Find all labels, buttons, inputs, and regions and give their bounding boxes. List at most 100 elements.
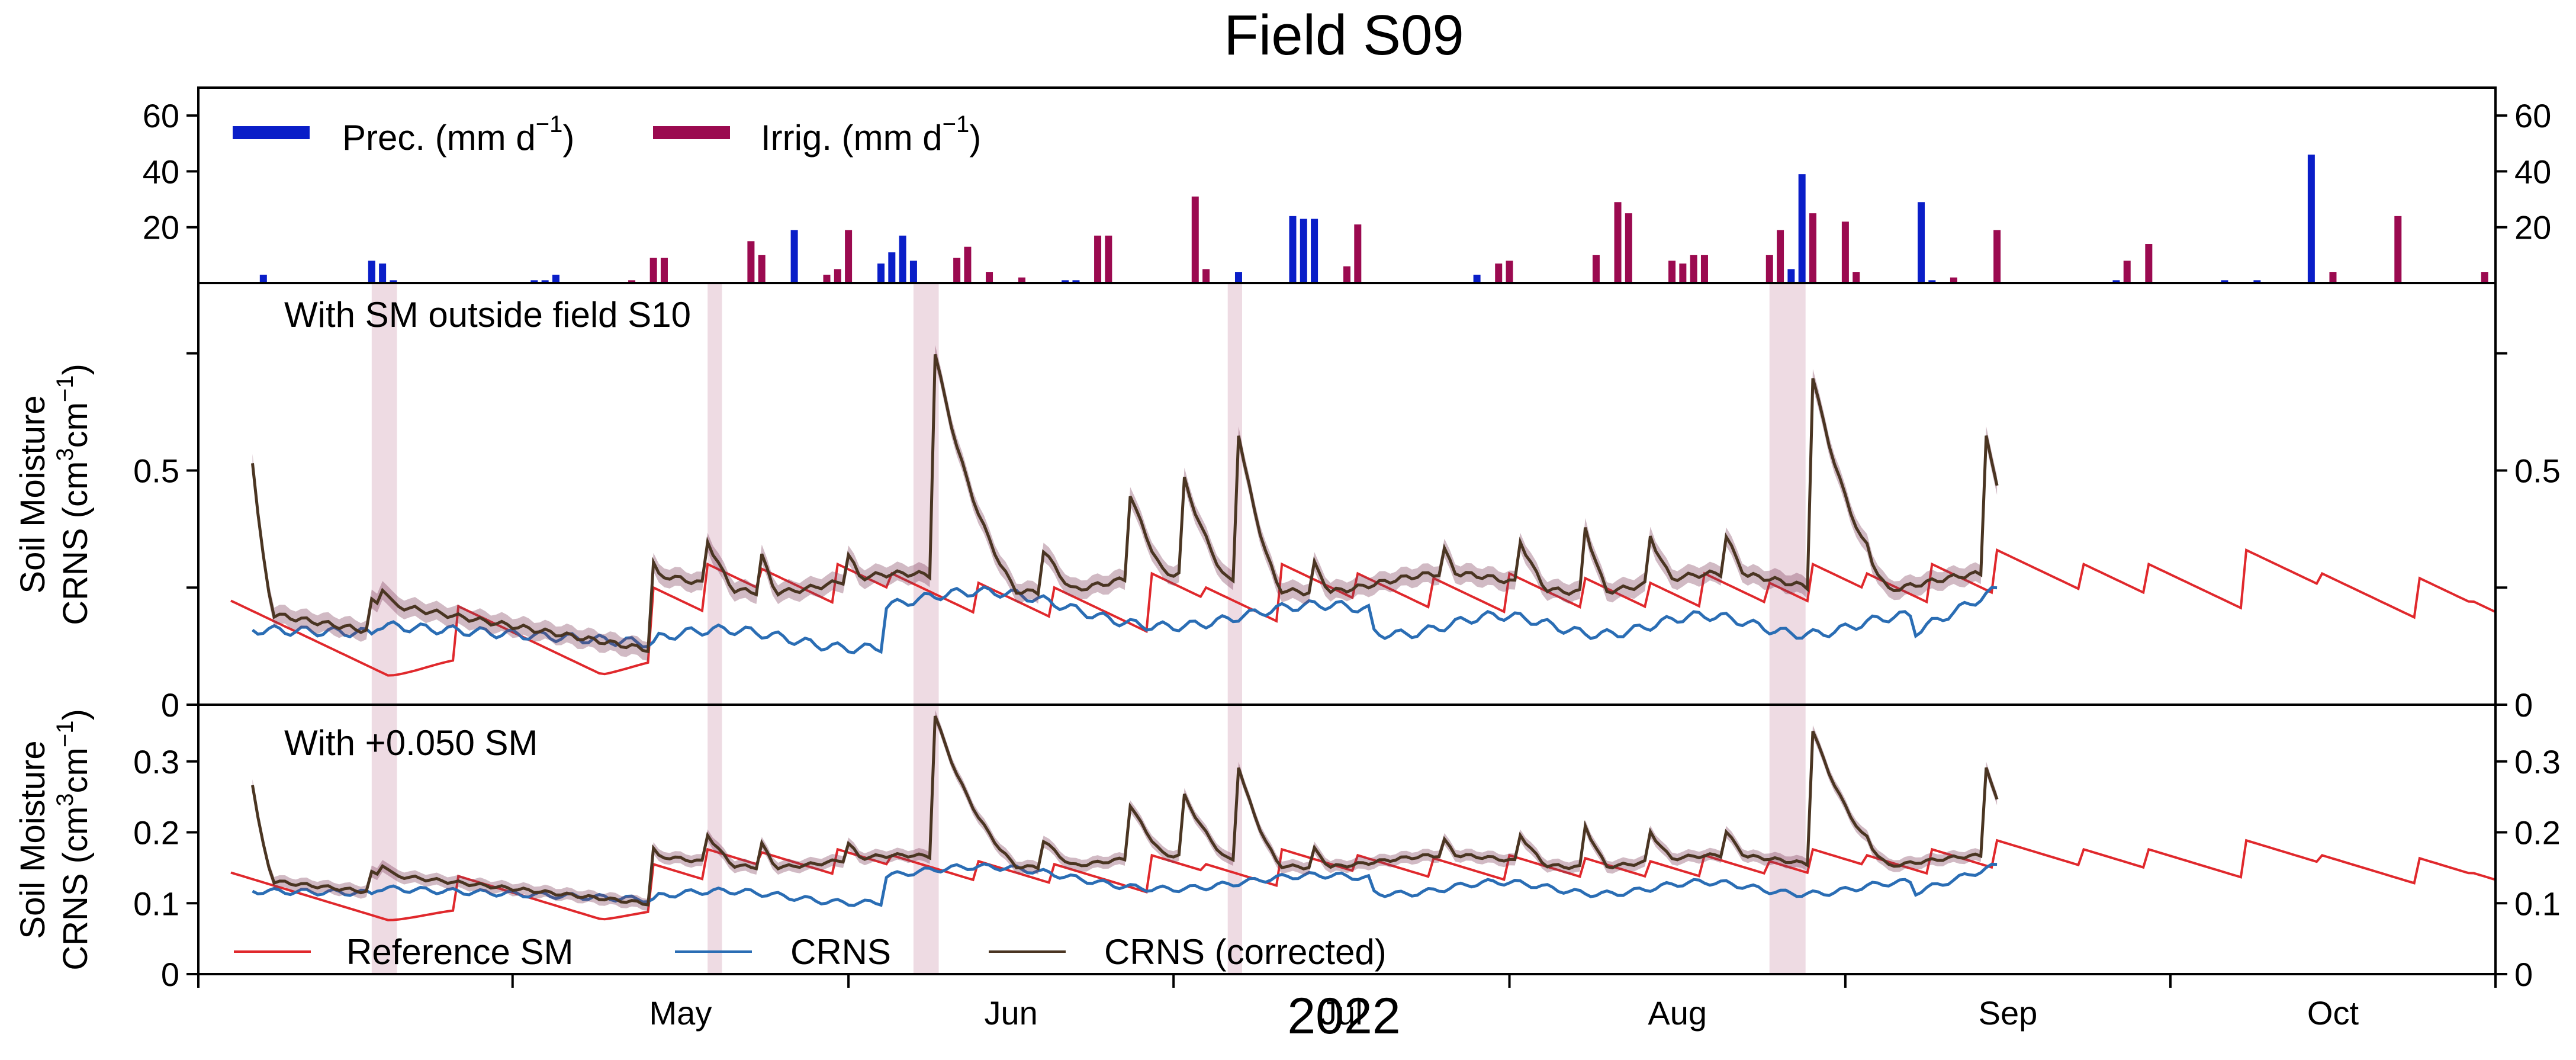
mid-ytick-label-left-1: 0.5 (133, 452, 179, 489)
irrig-bar-5 (823, 274, 831, 283)
prec-bar-11 (909, 261, 917, 283)
irrig-bar-8 (953, 258, 961, 283)
irrig-bar-7 (845, 230, 853, 283)
top-ytick-label-right-1: 40 (2514, 153, 2551, 190)
bottom-legend: Reference SM CRNS CRNS (corrected) (234, 932, 1387, 972)
legend-irrig-label: Irrig. (mm d−1) (761, 111, 981, 158)
prec-bar-4 (530, 280, 538, 283)
prec-bar-13 (1072, 280, 1080, 283)
irrig-bar-27 (1765, 255, 1773, 283)
mid-panel-annotation: With SM outside field S10 (284, 295, 691, 335)
top-ytick-label-left-0: 20 (143, 209, 179, 246)
prec-bar-6 (552, 274, 559, 283)
irrig-bar-16 (1343, 266, 1350, 283)
bottom-axes-frame (197, 704, 2497, 975)
irrig-bar-34 (2123, 261, 2131, 283)
mid-crns-line (251, 585, 1998, 654)
irrig-bar-12 (1094, 235, 1102, 283)
bottom-reference-line (230, 839, 2496, 921)
bottom-ytick-label-right-0: 0 (2514, 956, 2533, 993)
legend-reference-label: Reference SM (346, 932, 574, 972)
soil-moisture-panel-outside (230, 345, 2496, 677)
irrig-bar-24 (1679, 264, 1687, 283)
irrig-bar-21 (1614, 202, 1622, 283)
mid-ylabel-line2: CRNS (cm3cm−1) (52, 364, 95, 625)
prec-bar-19 (1787, 269, 1795, 283)
irrig-bar-1 (660, 258, 668, 283)
month-label-jul: Jul (1320, 994, 1363, 1032)
top-legend: Prec. (mm d−1) Irrig. (mm d−1) (233, 111, 981, 158)
bottom-ytick-label-left-0: 0 (161, 956, 179, 993)
irrig-bar-23 (1668, 261, 1676, 283)
legend-crns-label: CRNS (790, 932, 891, 972)
irrig-bar-17 (1354, 224, 1362, 283)
irrig-bar-35 (2145, 244, 2153, 283)
irrig-bar-38 (2481, 272, 2488, 283)
irrig-bar-20 (1592, 255, 1600, 283)
prec-bar-0 (259, 274, 267, 283)
irrig-bar-33 (1993, 230, 2001, 283)
irrig-bar-13 (1105, 235, 1112, 283)
legend-swatch-prec (233, 126, 310, 139)
prec-bar-14 (1234, 272, 1242, 283)
bottom-ytick-label-left-3: 0.3 (133, 743, 179, 780)
irrig-bar-29 (1809, 213, 1816, 283)
irrig-bar-26 (1700, 255, 1708, 283)
irrig-bar-15 (1202, 269, 1210, 283)
irrig-bar-6 (834, 269, 841, 283)
legend-corrected-label: CRNS (corrected) (1104, 932, 1387, 972)
prec-bar-10 (899, 235, 906, 283)
top-ytick-label-right-2: 60 (2514, 97, 2551, 134)
irrig-bar-37 (2394, 216, 2402, 283)
irrig-bar-19 (1506, 261, 1513, 283)
prec-bar-26 (2307, 155, 2315, 283)
bottom-ytick-label-left-1: 0.1 (133, 885, 179, 922)
irrig-bar-28 (1777, 230, 1784, 283)
prec-bar-18 (1473, 274, 1481, 283)
prec-bar-7 (790, 230, 798, 283)
irrig-bar-3 (747, 241, 755, 283)
prec-bar-16 (1300, 219, 1307, 283)
prec-bar-8 (877, 264, 885, 283)
prec-bar-1 (368, 261, 375, 283)
irrig-bar-25 (1690, 255, 1697, 283)
prec-bar-9 (888, 252, 896, 283)
month-label-sep: Sep (1979, 994, 2038, 1032)
prec-bar-2 (379, 264, 387, 283)
bottom-crns-line (252, 862, 1998, 907)
legend-prec-label: Prec. (mm d−1) (342, 111, 574, 158)
prec-bar-20 (1798, 174, 1806, 283)
irrig-bar-10 (986, 272, 993, 283)
month-label-oct: Oct (2307, 994, 2359, 1032)
irrig-bar-30 (1841, 221, 1849, 283)
mid-ylabel-line1: Soil Moisture (14, 395, 52, 593)
precip-irrig-panel (259, 155, 2488, 283)
bottom-corrected-line (251, 715, 1999, 907)
month-label-aug: Aug (1648, 994, 1707, 1032)
irrig-bar-36 (2329, 272, 2337, 283)
irrig-bar-9 (964, 246, 972, 283)
irrig-bar-32 (1950, 277, 1957, 283)
mid-corrected-line (251, 354, 1999, 654)
mid-ytick-label-right-1: 0.5 (2514, 452, 2561, 489)
month-label-jun: Jun (984, 994, 1037, 1032)
mid-ytick-label-right-0: 0 (2514, 686, 2533, 724)
bottom-ytick-label-right-1: 0.1 (2514, 885, 2561, 922)
soil-moisture-panel-offset (230, 710, 2496, 921)
prec-bar-22 (1928, 280, 1936, 283)
bottom-ytick-label-right-2: 0.2 (2514, 814, 2561, 852)
mid-ytick-label-left-0: 0 (161, 686, 179, 724)
prec-bar-5 (541, 280, 549, 283)
prec-bar-15 (1289, 216, 1297, 283)
month-label-may: May (649, 994, 712, 1032)
irrig-bar-4 (758, 255, 766, 283)
irrig-bar-31 (1853, 272, 1860, 283)
bottom-ylabel: Soil Moisture CRNS (cm3cm−1) (14, 709, 95, 971)
year-label: 2022 (1287, 988, 1400, 1045)
irrig-bar-11 (1018, 277, 1025, 283)
prec-bar-25 (2253, 280, 2261, 283)
legend-swatch-irrig (653, 126, 730, 139)
prec-bar-24 (2221, 280, 2228, 283)
prec-bar-23 (2112, 280, 2120, 283)
